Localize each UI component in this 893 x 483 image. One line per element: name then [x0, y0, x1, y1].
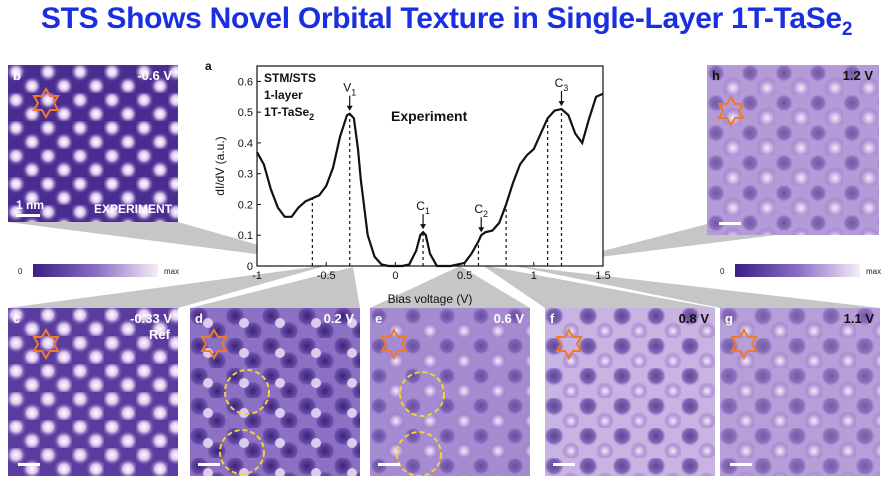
fan-b [8, 222, 318, 262]
scale-bar [378, 463, 400, 466]
scale-bar [553, 463, 575, 466]
panel-label-g: g [725, 311, 733, 326]
panel-voltage-b: -0.6 V [137, 68, 172, 83]
stm-panel-g: g 1.1 V [720, 308, 880, 476]
experiment-label: Experiment [391, 108, 468, 124]
panel-voltage-c: -0.33 V [130, 311, 172, 326]
y-axis-label: dI/dV (a.u.) [213, 136, 227, 195]
colorbar-left [33, 264, 158, 277]
reference-label: Ref [149, 327, 170, 342]
y-tick-label: 0.6 [238, 76, 253, 88]
stm-image-h [707, 65, 879, 235]
y-tick-label: 0.5 [238, 107, 253, 119]
x-tick-label: 1.5 [595, 270, 610, 282]
panel-voltage-d: 0.2 V [323, 311, 354, 326]
stm-image-b [8, 65, 178, 222]
star-icon [380, 327, 408, 361]
stm-image-e [370, 308, 530, 476]
stm-panel-c: c -0.33 V Ref [8, 308, 178, 476]
y-tick-label: 0.2 [238, 199, 253, 211]
panel-voltage-g: 1.1 V [843, 311, 874, 326]
panel-label-d: d [195, 311, 203, 326]
scale-bar [719, 222, 741, 225]
stm-panel-b: b -0.6 V 1 nm EXPERIMENT [8, 65, 178, 222]
marker-label: V1 [343, 81, 356, 98]
marker-lines [311, 109, 563, 266]
star-icon [730, 327, 758, 361]
colorbar-right-min: 0 [720, 267, 725, 276]
panel-label-h: h [712, 68, 720, 83]
colorbar-left-min: 0 [18, 267, 23, 276]
y-tick-label: 0.3 [238, 169, 253, 181]
x-tick-label: 0.5 [457, 270, 472, 282]
page-title: STS Shows Novel Orbital Texture in Singl… [0, 2, 893, 41]
scale-bar [18, 463, 40, 466]
fan-g [510, 265, 880, 308]
arrow-head-icon [478, 227, 485, 233]
marker-label: C1 [416, 199, 430, 216]
star-icon [555, 327, 583, 361]
scale-label: 1 nm [16, 198, 45, 212]
marker-label: C2 [474, 202, 488, 219]
title-main: STS Shows Novel Orbital Texture in Singl… [40, 2, 842, 35]
panel-voltage-e: 0.6 V [493, 311, 524, 326]
scale-bar [16, 214, 40, 217]
panel-label-f: f [550, 311, 555, 326]
highlight-circle [399, 371, 445, 417]
info-line-2: 1-layer [264, 88, 303, 102]
colorbar-right-max: max [866, 267, 882, 276]
panel-voltage-h: 1.2 V [842, 68, 873, 83]
fan-c [8, 265, 328, 308]
y-tick-label: 0 [247, 261, 253, 273]
plot-ticks: -1 -0.5 0 0.5 1 1.5 0 0.1 0.2 0.3 0.4 0.5 0.6 [238, 76, 611, 282]
y-tick-label: 0.1 [238, 230, 253, 242]
fan-f [482, 265, 715, 308]
arrow-head-icon [346, 105, 353, 111]
arrow-head-icon [420, 224, 427, 230]
info-line-1: STM/STS [264, 71, 316, 85]
sts-curve [256, 92, 604, 268]
peak-markers: V1 C1 C2 C3 [343, 76, 569, 233]
y-tick-label: 0.4 [238, 138, 253, 150]
colorbar-right [735, 264, 860, 277]
stm-panel-f: f 0.8 V [545, 308, 715, 476]
x-tick-label: 0 [392, 270, 398, 282]
scale-bar [730, 463, 752, 466]
star-icon [200, 327, 228, 361]
star-icon [717, 94, 745, 128]
panel-label-e: e [375, 311, 383, 326]
panel-label-b: b [13, 68, 21, 83]
highlight-circle [219, 429, 265, 475]
scale-bar [198, 463, 220, 466]
stm-image-f [545, 308, 715, 476]
fan-e [370, 266, 530, 308]
stm-panel-h: h 1.2 V [707, 65, 879, 235]
marker-label: C3 [555, 76, 569, 93]
title-subscript: 2 [841, 19, 853, 40]
stm-image-g [720, 308, 880, 476]
colorbar-left-max: max [164, 267, 180, 276]
fan-d [190, 267, 360, 308]
arrow-head-icon [558, 101, 565, 107]
experiment-tag: EXPERIMENT [93, 202, 172, 216]
highlight-circle [224, 369, 270, 415]
stm-image-d [190, 308, 360, 476]
panel-label-c: c [13, 311, 21, 326]
x-axis-label: Bias voltage (V) [388, 292, 473, 306]
star-icon [32, 86, 60, 120]
stm-panel-d: d 0.2 V [190, 308, 360, 476]
star-icon [32, 327, 60, 361]
x-tick-label: 1 [531, 270, 537, 282]
sts-plot: -1 -0.5 0 0.5 1 1.5 0 0.1 0.2 0.3 0.4 0.5 0.6 V1 C1 C2… [205, 59, 611, 306]
highlight-circle [396, 431, 442, 476]
panel-voltage-f: 0.8 V [678, 311, 709, 326]
info-line-3: 1T-TaSe2 [264, 105, 314, 122]
x-tick-label: -1 [252, 270, 262, 282]
panel-label-a: a [205, 59, 212, 73]
plot-frame [256, 65, 604, 267]
stm-image-c [8, 308, 178, 476]
x-tick-label: -0.5 [317, 270, 336, 282]
stm-panel-e: e 0.6 V [370, 308, 530, 476]
